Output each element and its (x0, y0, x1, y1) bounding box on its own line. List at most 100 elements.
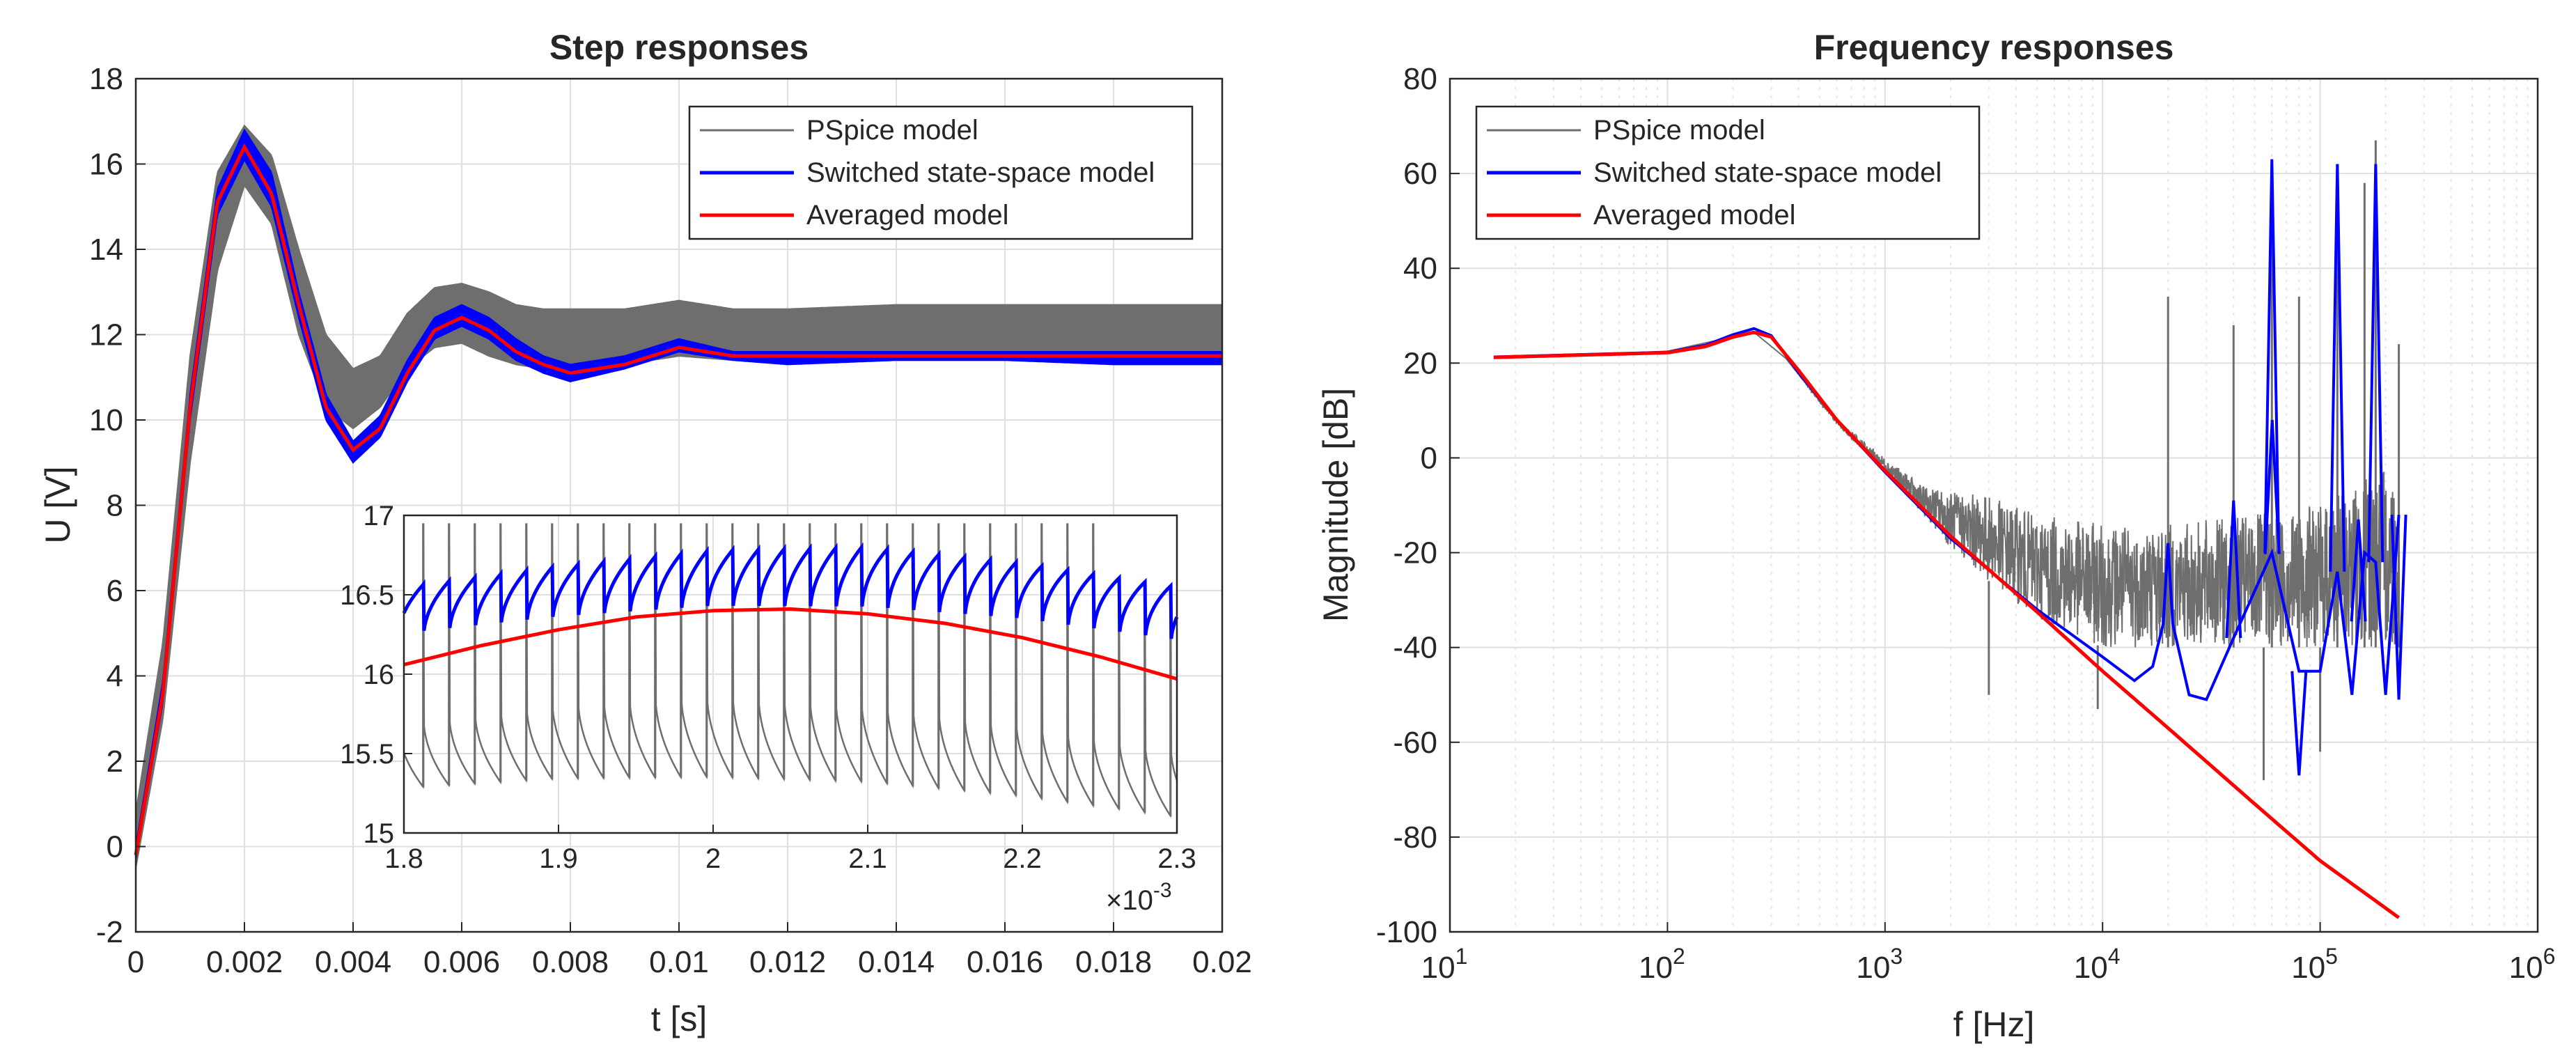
step-y-axis-label: U [V] (38, 466, 77, 543)
step-y-tick-label: 0 (107, 830, 123, 864)
freq-x-tick-power: 1 (1455, 944, 1468, 969)
freq-x-tick-label: 105 (2291, 944, 2338, 985)
step-y-tick-label: 2 (107, 745, 123, 779)
inset-x-tick-label: 2.1 (848, 843, 887, 874)
inset-y-tick-label: 16.5 (340, 580, 394, 611)
inset-zoom-plot: 1.8 1.9 2 2.1 2.2 2.3 15 15.5 16 16.5 17 ×10-3 (340, 501, 1196, 916)
step-legend-label-switched: Switched state-space model (806, 157, 1155, 188)
freq-switched-peak (2367, 164, 2384, 563)
step-x-tick-label: 0.012 (749, 945, 826, 979)
freq-switched-peak (2329, 164, 2346, 572)
step-legend-label-averaged: Averaged model (806, 200, 1009, 231)
freq-y-tick-label: 40 (1403, 251, 1437, 286)
inset-y-tick-label: 15.5 (340, 739, 394, 770)
step-x-tick-label: 0.006 (423, 945, 500, 979)
freq-y-tick-label: 60 (1403, 157, 1437, 191)
freq-y-tick-label: -60 (1393, 726, 1437, 760)
freq-averaged-line (1493, 330, 2401, 919)
step-x-tick-label: 0.014 (858, 945, 935, 979)
freq-switched-peak (2350, 519, 2367, 622)
freq-legend-label-pspice: PSpice model (1593, 115, 1765, 146)
freq-x-tick-label: 106 (2509, 944, 2556, 985)
inset-pspice-line (403, 523, 1178, 818)
frequency-response-chart: 101 102 103 104 105 106-100-80-60-40-20020406… (1316, 28, 2555, 1044)
freq-axes-frame (1449, 77, 2539, 933)
freq-chart-title: Frequency responses (1814, 28, 2174, 67)
step-y-tick-label: 18 (89, 62, 123, 96)
freq-switched-peak (2390, 515, 2407, 700)
freq-x-tick-base: 10 (2509, 951, 2543, 985)
freq-y-tick-label: -80 (1393, 820, 1437, 855)
inset-x-tick-label: 2.2 (1003, 843, 1042, 874)
freq-legend-label-averaged: Averaged model (1593, 200, 1796, 231)
step-x-tick-label: 0.018 (1075, 945, 1152, 979)
freq-y-tick-label: -40 (1393, 631, 1437, 665)
inset-x-tick-label: 2 (705, 843, 721, 874)
step-y-tick-label: 16 (89, 148, 123, 182)
step-y-tick-label: 6 (107, 574, 123, 608)
freq-y-tick-label: 80 (1403, 62, 1437, 96)
freq-y-tick-label: 20 (1403, 346, 1437, 380)
inset-switched-line (402, 542, 1179, 639)
freq-switched-peak (2263, 159, 2281, 553)
freq-x-tick-power: 3 (1890, 944, 1903, 969)
averaged-line (134, 143, 1222, 856)
inset-averaged-line (403, 607, 1178, 681)
freq-x-tick-base: 10 (1421, 951, 1455, 985)
inset-series-layer (402, 523, 1179, 818)
freq-x-tick-label: 101 (1421, 944, 1468, 985)
freq-tick-layer: 101 102 103 104 105 106-100-80-60-40-20020406… (1376, 62, 2555, 985)
inset-tick-layer: 1.8 1.9 2 2.1 2.2 2.3 15 15.5 16 16.5 17 (340, 501, 1196, 874)
step-legend-label-pspice: PSpice model (806, 115, 978, 146)
inset-y-tick-label: 16 (364, 660, 395, 690)
freq-switched-line (1493, 327, 2401, 701)
step-response-chart: 0 0.002 0.004 0.006 0.008 0.01 0.012 0.014 0.016… (38, 28, 1252, 1038)
freq-x-tick-base: 10 (2291, 951, 2325, 985)
freq-legend-label-switched: Switched state-space model (1593, 157, 1942, 188)
freq-x-tick-base: 10 (1639, 951, 1673, 985)
inset-x-exponent-base: ×10 (1106, 885, 1153, 916)
inset-x-tick-label: 2.3 (1157, 843, 1196, 874)
step-y-tick-label: 10 (89, 403, 123, 437)
freq-y-tick-label: -20 (1393, 536, 1437, 570)
freq-x-tick-power: 5 (2325, 944, 2338, 969)
freq-x-tick-power: 2 (1673, 944, 1685, 969)
step-y-tick-label: -2 (96, 915, 123, 949)
freq-switched-peak (2225, 500, 2242, 639)
step-x-tick-label: 0.016 (967, 945, 1043, 979)
step-x-tick-label: 0.01 (649, 945, 709, 979)
step-y-tick-label: 4 (107, 660, 123, 694)
freq-switched-peak (2290, 671, 2308, 776)
inset-y-tick-label: 15 (364, 818, 395, 849)
freq-x-axis-label: f [Hz] (1953, 1005, 2035, 1044)
step-x-tick-label: 0.004 (315, 945, 391, 979)
freq-switched-peak (2263, 419, 2281, 554)
step-x-tick-label: 0.02 (1192, 945, 1252, 979)
freq-x-tick-label: 102 (1639, 944, 1685, 985)
step-y-tick-label: 14 (89, 233, 123, 267)
step-tick-layer: 0 0.002 0.004 0.006 0.008 0.01 0.012 0.014 0.016… (89, 62, 1252, 979)
inset-x-exponent: ×10-3 (1106, 879, 1172, 916)
step-chart-title: Step responses (549, 28, 809, 67)
step-x-axis-label: t [s] (651, 999, 708, 1038)
freq-x-tick-label: 104 (2074, 944, 2121, 985)
freq-x-tick-power: 4 (2108, 944, 2121, 969)
inset-x-tick-label: 1.8 (384, 843, 423, 874)
freq-legend: PSpice model Switched state-space model … (1475, 105, 1981, 240)
freq-x-tick-base: 10 (2074, 951, 2108, 985)
freq-series-layer (1493, 140, 2407, 919)
inset-y-tick-label: 17 (364, 501, 395, 531)
freq-x-tick-power: 6 (2543, 944, 2556, 969)
freq-y-tick-label: 0 (1421, 441, 1437, 475)
step-x-tick-label: 0.002 (206, 945, 283, 979)
inset-x-tick-label: 1.9 (539, 843, 578, 874)
freq-x-tick-base: 10 (1856, 951, 1890, 985)
step-legend: PSpice model Switched state-space model … (688, 105, 1194, 240)
step-x-tick-label: 0.008 (532, 945, 609, 979)
step-y-tick-label: 12 (89, 318, 123, 352)
step-y-tick-label: 8 (107, 489, 123, 523)
freq-y-tick-label: -100 (1376, 915, 1437, 949)
step-x-tick-label: 0 (127, 945, 144, 979)
inset-x-exponent-power: -3 (1153, 879, 1172, 902)
